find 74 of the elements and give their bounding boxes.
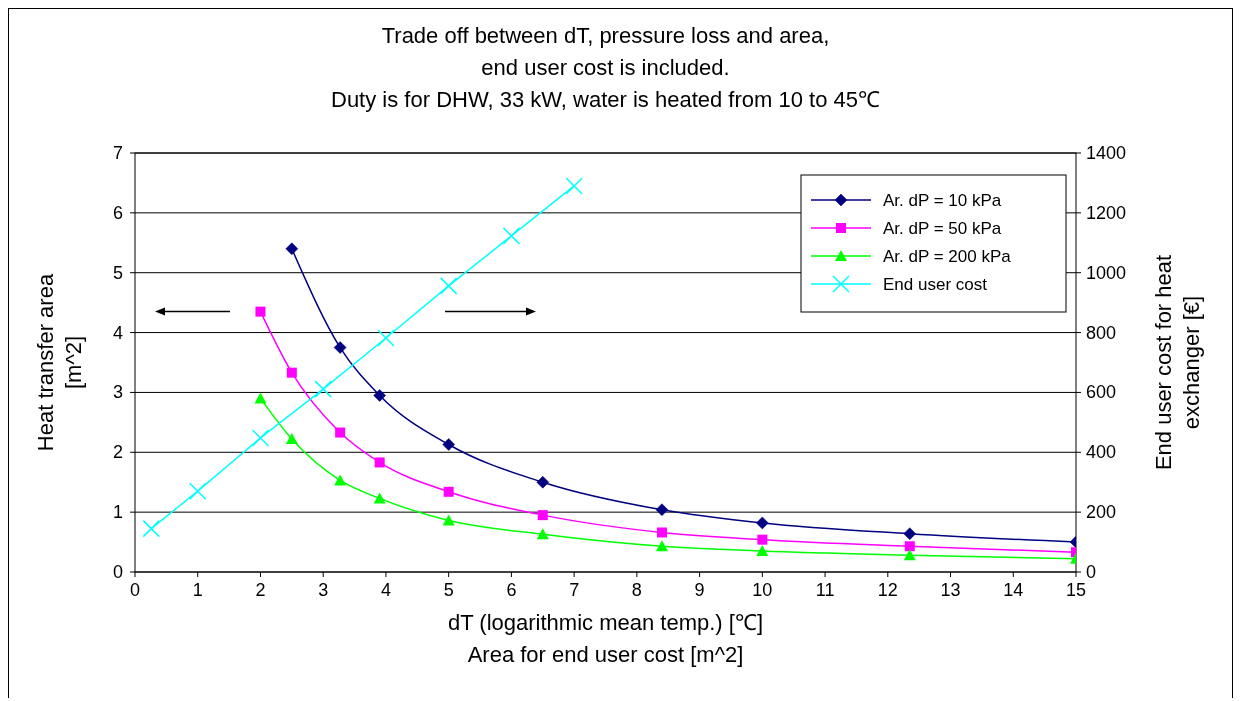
point — [442, 438, 455, 451]
point — [439, 277, 458, 295]
x-tick-label: 8 — [631, 580, 642, 600]
point — [443, 486, 454, 497]
x-tick-label: 1 — [192, 580, 203, 600]
point — [286, 367, 297, 378]
y2-tick-label: 1000 — [1086, 262, 1127, 283]
point — [333, 341, 347, 354]
x-tick-label: 3 — [318, 580, 329, 600]
point — [285, 433, 298, 445]
point — [334, 474, 347, 486]
point — [756, 545, 769, 557]
x-tick-label: 2 — [255, 580, 266, 600]
point — [377, 329, 395, 347]
point — [536, 528, 549, 540]
point — [655, 503, 669, 516]
point — [903, 549, 916, 561]
y-tick-label: 4 — [112, 322, 123, 343]
y-tick-label: 5 — [112, 262, 123, 283]
legend-label: Ar. dP = 200 kPa — [883, 247, 1012, 266]
point — [314, 380, 332, 398]
point — [904, 541, 915, 552]
point — [756, 516, 769, 530]
y2-tick-label: 1400 — [1086, 143, 1127, 163]
y2-axis-title: End user cost for heat exchanger [€] — [1151, 254, 1204, 471]
point — [536, 475, 550, 489]
y-tick-label: 1 — [112, 502, 123, 523]
x-tick-label: 12 — [877, 580, 898, 600]
point — [251, 429, 270, 447]
x-tick-label: 5 — [443, 580, 454, 600]
point — [442, 514, 455, 526]
y2-tick-label: 200 — [1086, 502, 1117, 523]
y2-tick-label: 1200 — [1086, 202, 1127, 223]
y2-tick-label: 800 — [1086, 322, 1117, 343]
legend-label: Ar. dP = 50 kPa — [883, 219, 1002, 238]
point — [285, 242, 299, 256]
y-tick-label: 3 — [112, 382, 123, 403]
x-tick-label: 14 — [1003, 580, 1024, 600]
legend-label: Ar. dP = 10 kPa — [883, 191, 1002, 210]
x-tick-label: 9 — [694, 580, 705, 600]
y-tick-label: 7 — [112, 143, 123, 163]
x-tick-label: 15 — [1065, 580, 1087, 600]
x-axis-title: dT (logarithmic mean temp.) [℃] Area for end user cost [m^2] — [447, 610, 764, 667]
y2-tick-label: 600 — [1086, 382, 1117, 403]
x-tick-label: 7 — [569, 580, 580, 600]
point — [254, 392, 267, 404]
y2-tick-label: 400 — [1086, 442, 1117, 463]
y-tick-label: 0 — [112, 562, 123, 582]
x-tick-label: 4 — [380, 580, 391, 600]
point — [255, 306, 266, 317]
point — [655, 540, 668, 552]
x-tick-label: 6 — [506, 580, 517, 600]
y2-tick-label: 0 — [1086, 562, 1097, 582]
point — [565, 177, 583, 195]
legend-label: End user cost — [883, 275, 988, 294]
y-tick-label: 6 — [112, 202, 123, 223]
point — [757, 534, 768, 545]
x-tick-label: 11 — [815, 580, 835, 600]
point — [142, 519, 161, 538]
point — [374, 457, 385, 468]
point — [373, 389, 386, 402]
point — [537, 510, 548, 521]
x-tick-label: 0 — [129, 580, 141, 600]
chart-title: Trade off between dT, pressure loss and area, end user cost is included. Duty is for DHW, 33 kW, water is heated from 10 to 45℃ — [331, 23, 880, 112]
point — [335, 427, 346, 438]
point — [373, 492, 386, 504]
y-tick-label: 2 — [112, 442, 123, 463]
x-tick-label: 13 — [940, 580, 961, 600]
x-tick-label: 10 — [752, 580, 773, 600]
point — [903, 527, 917, 540]
point — [656, 527, 667, 538]
y-axis-title: Heat transfer area [m^2] — [33, 273, 86, 452]
point — [502, 227, 521, 245]
point — [188, 482, 207, 500]
